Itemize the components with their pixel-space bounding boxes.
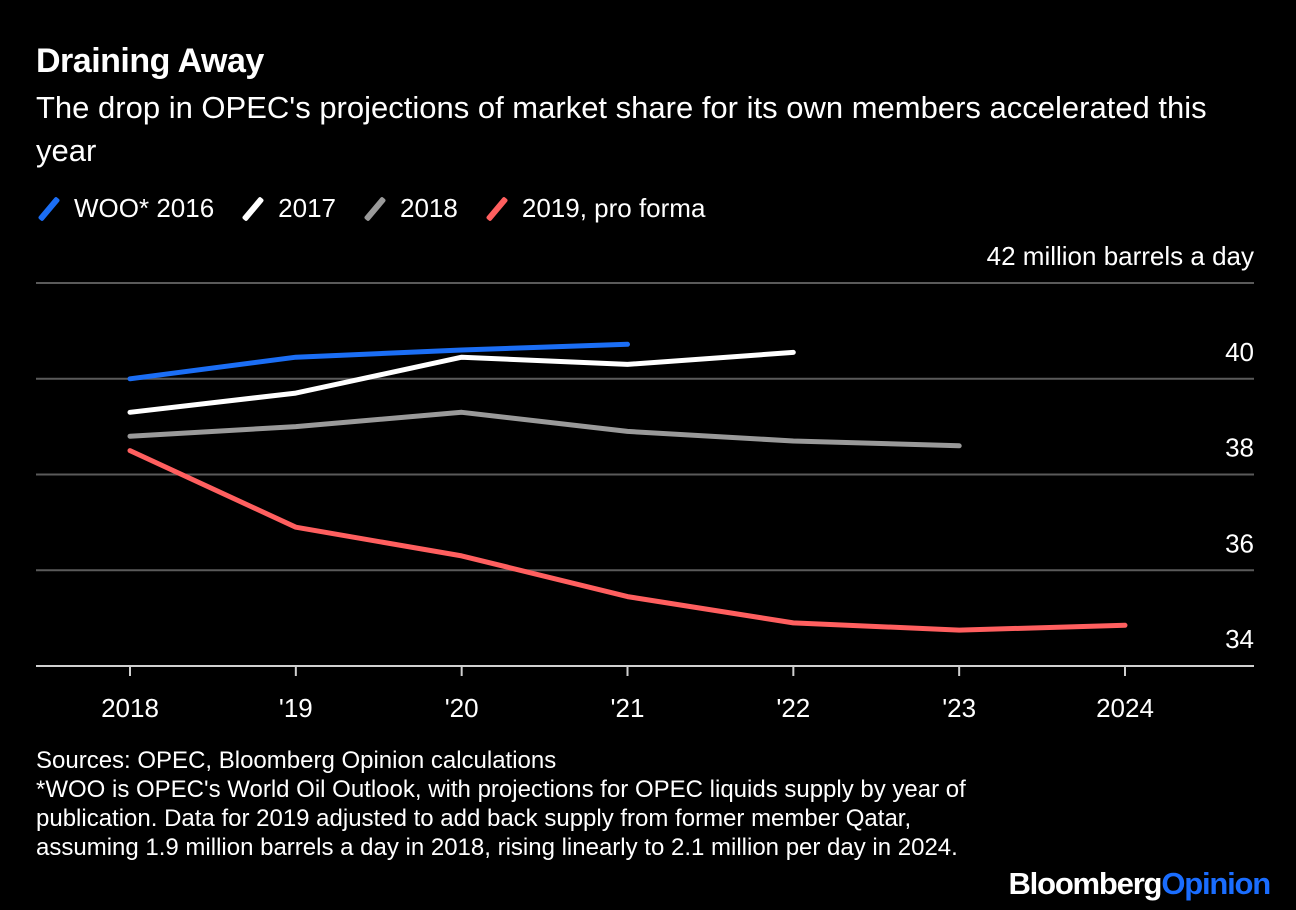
- brand-main: Bloomberg: [1008, 866, 1162, 901]
- y-tick-label-38: 38: [1225, 433, 1254, 463]
- x-tick-label-2021: '21: [611, 693, 645, 723]
- series-line-2019-pro-forma: [127, 448, 1128, 633]
- series-line-2017: [127, 349, 796, 415]
- x-tick-label-2023: '23: [942, 693, 976, 723]
- legend-item-2018: 2018: [362, 193, 458, 224]
- legend: WOO* 2016 2017 2018 2019, pro forma: [36, 193, 731, 224]
- series-line-2018: [127, 409, 962, 449]
- chart-subtitle: The drop in OPEC's projections of market…: [36, 90, 1207, 168]
- x-tick-label-2019: '19: [279, 693, 313, 723]
- y-tick-label-36: 36: [1225, 528, 1254, 558]
- legend-label-2017: 2017: [278, 193, 337, 223]
- legend-label-woo-2016: WOO* 2016: [74, 193, 215, 223]
- x-tick-label-2018: 2018: [101, 693, 159, 723]
- legend-item-woo-2016: WOO* 2016: [36, 193, 214, 224]
- footnote: Sources: OPEC, Bloomberg Opinion calcula…: [36, 746, 1016, 862]
- x-tick-label-2022: '22: [776, 693, 810, 723]
- chart-title: Draining Away: [36, 42, 264, 80]
- legend-item-2017: 2017: [240, 193, 336, 224]
- legend-label-2019: 2019, pro forma: [521, 193, 706, 223]
- y-tick-label-34: 34: [1225, 624, 1254, 654]
- brand-logo: BloombergOpinion: [1008, 866, 1271, 902]
- series-line-woo-2016: [127, 341, 630, 382]
- legend-label-2018: 2018: [400, 193, 458, 223]
- sources-text: Sources: OPEC, Bloomberg Opinion calcula…: [36, 747, 557, 774]
- x-tick-label-2020: '20: [445, 693, 479, 723]
- brand-accent: Opinion: [1161, 866, 1271, 901]
- legend-item-2019: 2019, pro forma: [484, 193, 706, 224]
- x-tick-label-2024: 2024: [1096, 693, 1154, 723]
- note-text: *WOO is OPEC's World Oil Outlook, with p…: [36, 776, 966, 861]
- y-tick-label-42: 42 million barrels a day: [987, 241, 1254, 271]
- y-tick-label-40: 40: [1225, 337, 1254, 367]
